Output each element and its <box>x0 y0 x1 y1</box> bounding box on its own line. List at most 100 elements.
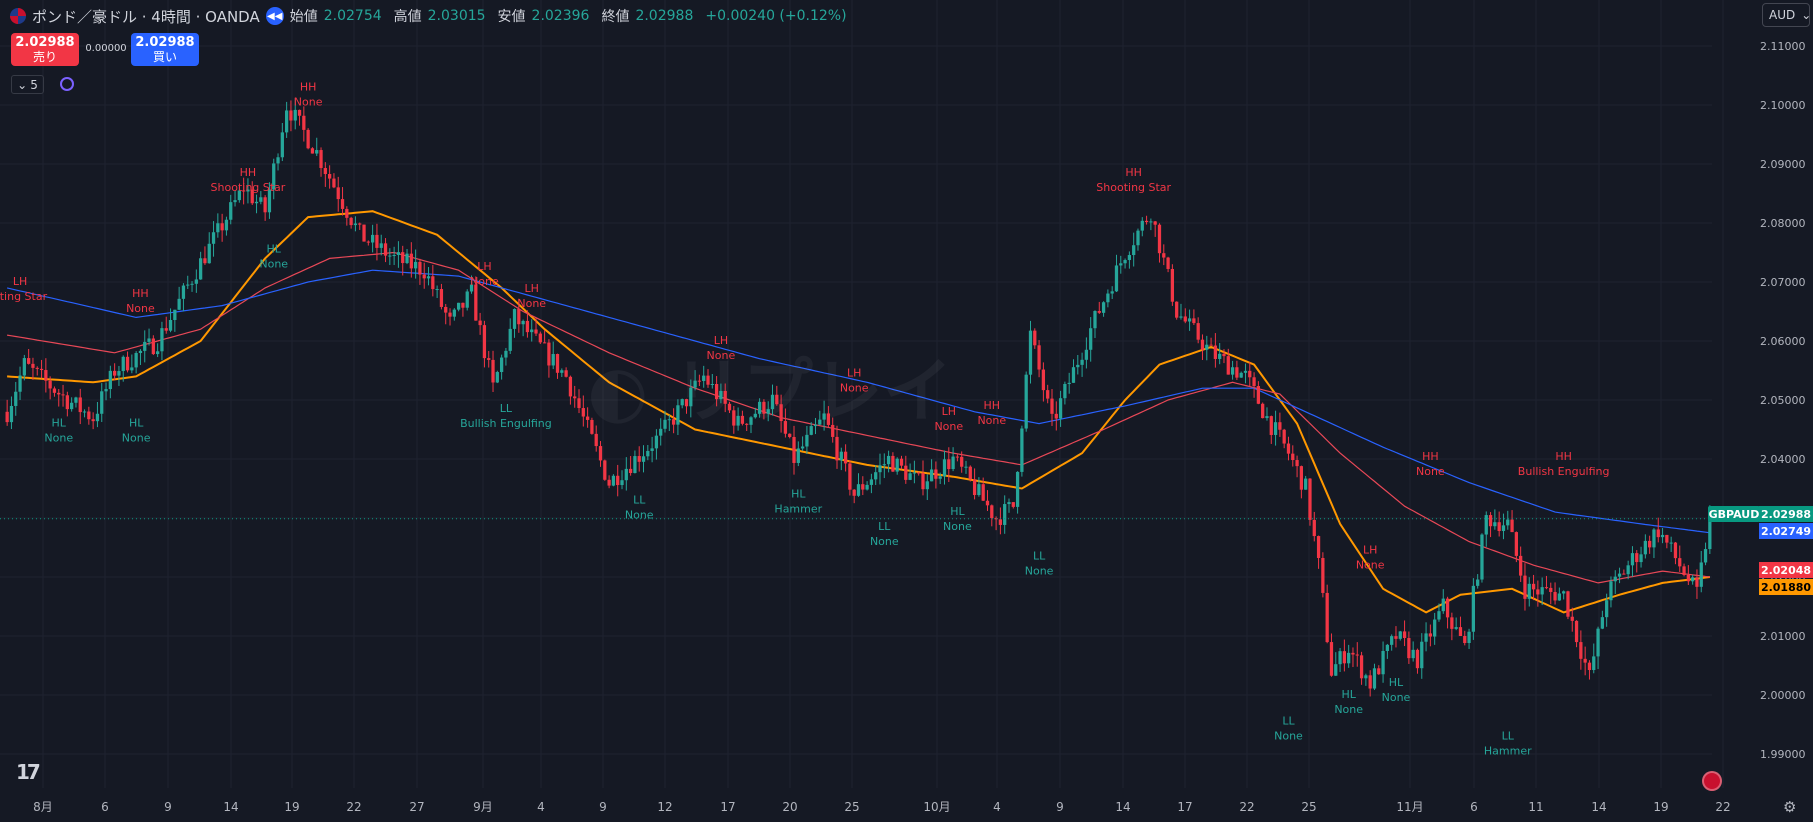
candle-body <box>1557 593 1561 601</box>
sell-button[interactable]: 2.02988 売り <box>11 33 79 66</box>
annotation-label: LH <box>942 405 956 418</box>
open-value: 2.02754 <box>323 8 382 24</box>
candle-body <box>1089 328 1093 350</box>
time-axis[interactable]: 8月 6 9 14 19 22 27 9月 4 9 12 17 20 25 10月 4 9 14 17 22 25 11月… <box>33 800 1730 814</box>
candle-body <box>719 390 723 400</box>
candle-body <box>469 284 474 292</box>
uk-flag-icon[interactable] <box>1702 771 1722 791</box>
candle-body <box>594 433 598 447</box>
candle-body <box>1480 534 1484 580</box>
x-tick-label: 22 <box>1239 800 1254 814</box>
annotation-label: LL <box>1033 549 1046 562</box>
candle-body <box>512 309 517 329</box>
annotation-label: HL <box>267 243 282 256</box>
low-label: 安値 <box>497 9 526 25</box>
candle-body <box>95 413 100 422</box>
candle-body <box>1493 522 1497 527</box>
candle-body <box>173 309 177 321</box>
candle-body <box>125 356 130 371</box>
candle-body <box>1574 620 1579 643</box>
candle-body <box>581 408 585 417</box>
x-tick-label: 11 <box>1528 800 1543 814</box>
annotation-label: HL <box>950 505 965 518</box>
annotation-label: HH <box>1422 450 1439 463</box>
currency-select[interactable]: AUD ⌄ <box>1762 3 1811 27</box>
interval-dropdown[interactable]: ⌄ 5 <box>11 75 44 94</box>
candle-body <box>70 402 74 410</box>
candle-body <box>964 466 968 468</box>
annotation-label: LL <box>1282 715 1295 728</box>
candle-body <box>499 357 504 373</box>
price-tags: GBPAUD 2.02988 2.02749 2.02048 2.01880 <box>1708 506 1813 595</box>
gear-icon[interactable]: ⚙ <box>1783 798 1797 816</box>
candle-body <box>1265 416 1269 419</box>
x-tick-label: 22 <box>1715 800 1730 814</box>
candle-body <box>1166 257 1170 269</box>
candle-body <box>1656 529 1660 538</box>
x-tick-label: 10月 <box>923 800 950 814</box>
candle-body <box>242 190 246 192</box>
annotation-label: LL <box>500 402 513 415</box>
candle-body <box>1359 655 1364 679</box>
annotation-label: HL <box>1389 676 1404 689</box>
candle-body <box>1394 636 1398 639</box>
x-tick-label: 22 <box>346 800 361 814</box>
x-tick-label: 11月 <box>1396 800 1423 814</box>
symbol-title[interactable]: ポンド／豪ドル · 4時間 · OANDA <box>32 7 260 26</box>
candle-body <box>1144 220 1149 223</box>
y-tick-label: 2.07000 <box>1760 276 1806 289</box>
candle-body <box>65 395 69 410</box>
candle-body <box>542 342 547 344</box>
candle-body <box>1600 617 1604 629</box>
candle-body <box>1230 367 1235 375</box>
annotation-label: HH <box>300 80 317 93</box>
low-value: 2.02396 <box>531 8 590 24</box>
annotation-label: Bullish Engulfing <box>460 417 552 430</box>
candle-body <box>749 417 753 425</box>
buy-button[interactable]: 2.02988 買い <box>131 33 199 66</box>
candle-body <box>1506 519 1510 526</box>
candle-body <box>1261 403 1265 419</box>
candle-body <box>702 375 706 382</box>
candle-body <box>1020 428 1024 472</box>
candle-body <box>1024 374 1028 429</box>
candle-body <box>1617 573 1622 577</box>
candle-body <box>869 479 874 485</box>
candle-body <box>1364 675 1368 679</box>
price-tag-value: 2.02988 <box>1761 508 1811 521</box>
candle-body <box>607 479 611 486</box>
candle-body <box>100 391 104 414</box>
candle-body <box>194 279 198 284</box>
annotation-label: None <box>1274 730 1303 743</box>
candle-body <box>1527 583 1531 599</box>
candle-body <box>908 473 912 480</box>
candle-body <box>1269 416 1273 435</box>
candle-body <box>603 460 607 480</box>
candle-body <box>633 456 637 474</box>
candle-body <box>861 484 865 490</box>
candle-body <box>22 358 26 376</box>
candle-body <box>104 389 108 392</box>
x-tick-label: 25 <box>844 800 859 814</box>
y-tick-label: 2.06000 <box>1760 335 1806 348</box>
candle-body <box>1162 253 1166 258</box>
candle-body <box>276 157 280 164</box>
candle-body <box>147 338 151 342</box>
replay-icon[interactable]: ◀◀ <box>265 7 284 25</box>
annotation-label: HL <box>791 487 806 500</box>
candle-body <box>349 217 353 226</box>
candle-body <box>370 234 375 243</box>
candle-body <box>143 341 147 351</box>
annotation-label: None <box>1356 558 1385 571</box>
candle-body <box>203 258 207 264</box>
high-value: 2.03015 <box>427 8 486 24</box>
candle-body <box>448 312 452 317</box>
price-axis[interactable]: 2.11000 2.10000 2.09000 2.08000 2.07000 2.060… <box>1760 40 1806 761</box>
candle-body <box>641 456 646 462</box>
sync-icon[interactable] <box>60 77 74 91</box>
candle-body <box>1101 302 1106 313</box>
candle-body <box>560 370 564 373</box>
candle-body <box>1050 398 1054 414</box>
annotation-label: None <box>943 520 972 533</box>
